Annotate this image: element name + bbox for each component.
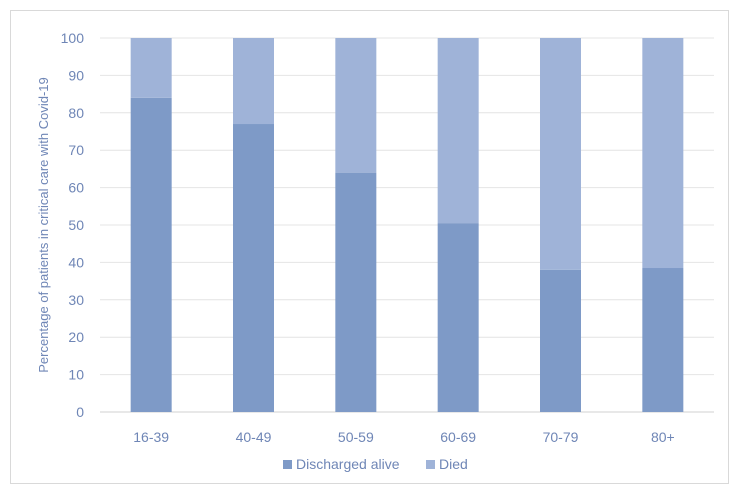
legend-swatch	[283, 460, 292, 469]
y-axis-label: Percentage of patients in critical care …	[36, 77, 51, 373]
bar-discharged-alive	[233, 124, 274, 413]
legend-label: Died	[439, 456, 468, 472]
y-tick-label: 20	[68, 329, 84, 345]
y-tick-label: 0	[76, 404, 84, 420]
legend-label: Discharged alive	[296, 456, 400, 472]
x-tick-label: 16-39	[133, 429, 169, 445]
bar-died	[540, 38, 581, 270]
x-tick-label: 80+	[651, 429, 675, 445]
x-tick-label: 40-49	[236, 429, 272, 445]
y-tick-label: 100	[61, 30, 85, 46]
y-tick-label: 50	[68, 217, 84, 233]
y-tick-label: 60	[68, 180, 84, 196]
legend-swatch	[426, 460, 435, 469]
bar-discharged-alive	[130, 97, 172, 412]
x-tick-label: 60-69	[440, 429, 476, 445]
bar-discharged-alive	[642, 268, 684, 412]
gridlines	[100, 37, 714, 413]
y-tick-label: 40	[68, 254, 84, 270]
y-tick-label: 90	[68, 67, 84, 83]
bar-discharged-alive	[540, 269, 581, 412]
bar-discharged-alive	[437, 223, 479, 412]
bar-discharged-alive	[335, 172, 377, 412]
y-tick-label: 70	[68, 142, 84, 158]
bar-died	[642, 38, 684, 269]
bar-died	[335, 38, 377, 173]
bar-died	[130, 38, 172, 98]
bars	[130, 38, 684, 413]
bar-died	[233, 38, 274, 125]
y-axis-ticks: 0 10 20 30 40 50 60 70 80 90 100	[61, 30, 85, 420]
bar-died	[437, 38, 479, 224]
y-tick-label: 30	[68, 292, 84, 308]
x-tick-label: 50-59	[338, 429, 374, 445]
y-tick-label: 10	[68, 367, 84, 383]
y-tick-label: 80	[68, 105, 84, 121]
x-axis-ticks: 16-39 40-49 50-59 60-69 70-79 80+	[133, 429, 674, 445]
legend: Discharged alive Died	[283, 456, 468, 472]
x-tick-label: 70-79	[543, 429, 579, 445]
